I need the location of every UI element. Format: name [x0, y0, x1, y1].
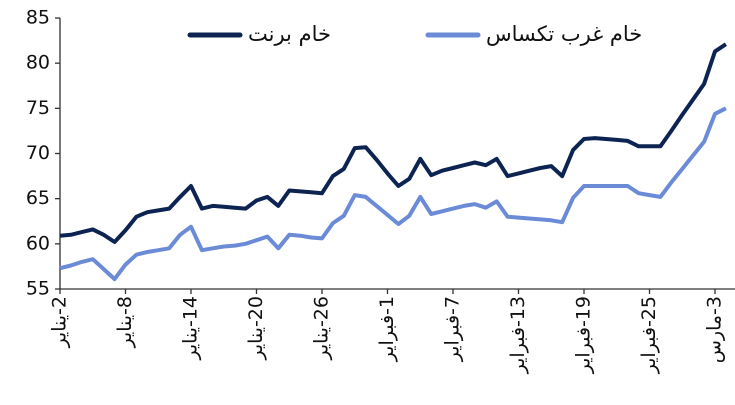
series-line — [59, 42, 728, 244]
series-line — [59, 106, 727, 282]
x-tick-label: 26-يناير — [311, 296, 333, 361]
y-tick-label: 80 — [26, 52, 50, 74]
y-tick-label: 75 — [26, 97, 50, 119]
x-tick-label: 14-يناير — [180, 296, 202, 361]
x-tick-label: 25-فبراير — [638, 296, 660, 374]
x-tick-label: 19-فبراير — [573, 296, 595, 374]
x-tick-label: 13-فبراير — [507, 296, 529, 374]
x-tick-label: 20-يناير — [245, 296, 267, 361]
x-tick-label: 8-يناير — [114, 296, 136, 349]
legend-label: خام برنت — [248, 22, 331, 46]
x-tick-label: 1-فبراير — [376, 296, 398, 362]
y-tick-label: 60 — [26, 232, 50, 254]
x-tick-label: 2-يناير — [49, 296, 71, 349]
y-tick-label: 70 — [26, 142, 50, 164]
legend-label: خام غرب تكساس — [486, 22, 642, 46]
y-tick-label: 65 — [26, 187, 50, 209]
x-tick-label: 7-فبراير — [442, 296, 464, 362]
y-tick-label: 55 — [26, 278, 50, 300]
y-tick-label: 85 — [26, 7, 50, 29]
x-tick-label: 3-مارس — [704, 296, 726, 363]
